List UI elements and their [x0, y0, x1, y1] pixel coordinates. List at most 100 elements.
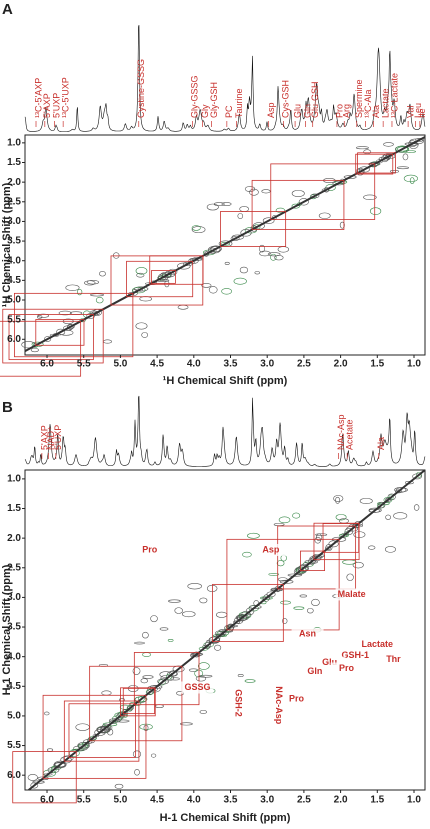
cross-peak-label-bg — [377, 653, 410, 666]
x-tick-label: 6.0 — [40, 359, 54, 370]
contour — [181, 611, 196, 618]
y-tick-label: 6.0 — [7, 334, 21, 345]
x-tick-label: 4.5 — [150, 795, 164, 806]
cross-peak-label-bg — [280, 693, 313, 706]
contour — [62, 755, 74, 761]
x-tick-label: 2.5 — [297, 359, 311, 370]
connectivity-box — [220, 211, 287, 247]
contour — [397, 146, 409, 152]
contour — [299, 594, 307, 598]
contour — [182, 261, 193, 267]
contour — [249, 188, 259, 196]
peak-label: Gly — [200, 104, 210, 118]
contour — [132, 667, 141, 675]
contour — [63, 325, 73, 331]
peak-label: ¹³C-5'UXP — [61, 77, 71, 118]
contour — [247, 532, 260, 539]
contour — [239, 266, 249, 274]
y-tick-label: 5.5 — [7, 314, 21, 325]
connectivity-box — [0, 320, 82, 377]
contour — [77, 742, 90, 750]
contour — [157, 276, 164, 281]
contour — [403, 150, 417, 153]
peak-label: Val — [405, 106, 415, 118]
contour — [168, 599, 181, 603]
cross-peak-label-bg — [181, 681, 214, 694]
contour — [339, 178, 345, 184]
contour — [135, 322, 148, 330]
connectivity-box — [300, 550, 326, 571]
cross-peak-label-bg — [133, 544, 166, 556]
connectivity-box — [151, 270, 176, 284]
connectivity-box — [277, 525, 357, 590]
contour — [355, 146, 369, 150]
contour — [309, 194, 317, 200]
contour — [201, 283, 212, 288]
contour — [311, 598, 320, 607]
contour — [99, 271, 106, 277]
contour — [27, 774, 38, 781]
contour — [142, 631, 149, 639]
panel-label: B — [2, 399, 13, 416]
contour — [385, 514, 391, 520]
contour — [233, 277, 247, 285]
contour — [343, 175, 357, 179]
contour — [237, 673, 244, 678]
peak-label: Cys-GSH — [281, 80, 291, 118]
contour — [244, 186, 256, 192]
contour — [164, 280, 170, 288]
contour — [339, 221, 345, 229]
contour — [187, 583, 202, 590]
connectivity-box — [313, 522, 360, 561]
cross-peak-label-bg — [330, 662, 363, 675]
contour — [159, 627, 169, 631]
contour — [369, 161, 378, 168]
x-tick-label: 1.0 — [407, 795, 421, 806]
contour — [233, 620, 241, 624]
y-tick-label: 4.5 — [7, 275, 21, 286]
y-tick-label: 2.0 — [7, 533, 21, 544]
peak-label: Ala — [376, 437, 386, 450]
contour — [325, 546, 332, 550]
contour — [102, 722, 118, 727]
cross-peak-label: Lactate — [362, 639, 394, 649]
contour — [359, 497, 373, 505]
peak-label: Gly-GSSG — [190, 75, 200, 118]
peak-label: Ala — [371, 105, 381, 118]
contour — [263, 594, 270, 602]
cross-peak-label: Asn — [299, 629, 316, 639]
cross-peak-label: Pro — [339, 663, 355, 673]
contour — [141, 332, 149, 338]
contour — [282, 618, 288, 624]
contour — [31, 341, 44, 347]
contour — [403, 174, 418, 183]
contour — [150, 615, 158, 623]
contour — [199, 597, 208, 604]
contour — [315, 533, 328, 537]
contour — [413, 504, 420, 511]
contour — [298, 198, 309, 206]
contour — [117, 712, 126, 718]
x-tick-label: 3.0 — [260, 359, 274, 370]
x-axis-label: H-1 Chemical Shift (ppm) — [160, 812, 291, 824]
y-tick-label: 3.5 — [7, 236, 21, 247]
contour — [270, 253, 277, 261]
contour — [404, 481, 414, 485]
connectivity-box — [355, 153, 394, 175]
contour — [340, 533, 348, 538]
contour — [384, 497, 391, 502]
peak-label: Spermine — [354, 79, 364, 118]
contour — [367, 545, 376, 550]
contour — [202, 249, 216, 256]
contour — [318, 212, 331, 219]
cross-peak-label-bg — [339, 649, 372, 662]
cross-peak-label-bg — [361, 638, 394, 651]
connectivity-box — [35, 319, 85, 346]
contour — [368, 507, 382, 513]
y-axis-label: ¹H Chemical Shift (ppm) — [1, 182, 13, 307]
cross-peak-label: NAc-Asp — [274, 686, 284, 725]
contour — [95, 296, 104, 304]
peak-label: ¹³C-Ala — [363, 90, 373, 119]
contour — [37, 315, 43, 319]
connectivity-box — [270, 163, 376, 220]
